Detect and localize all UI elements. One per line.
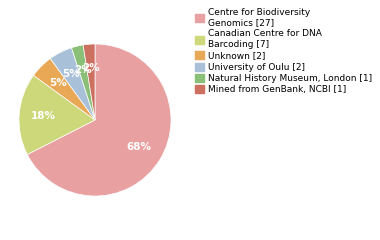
Text: 2%: 2% — [74, 65, 92, 75]
Text: 18%: 18% — [31, 111, 56, 121]
Wedge shape — [50, 48, 95, 120]
Text: 2%: 2% — [82, 63, 100, 73]
Text: 5%: 5% — [49, 78, 67, 89]
Wedge shape — [33, 59, 95, 120]
Wedge shape — [19, 75, 95, 155]
Wedge shape — [83, 44, 95, 120]
Text: 68%: 68% — [127, 142, 152, 152]
Legend: Centre for Biodiversity
Genomics [27], Canadian Centre for DNA
Barcoding [7], Un: Centre for Biodiversity Genomics [27], C… — [195, 7, 373, 95]
Wedge shape — [27, 44, 171, 196]
Text: 5%: 5% — [63, 69, 81, 79]
Wedge shape — [71, 45, 95, 120]
